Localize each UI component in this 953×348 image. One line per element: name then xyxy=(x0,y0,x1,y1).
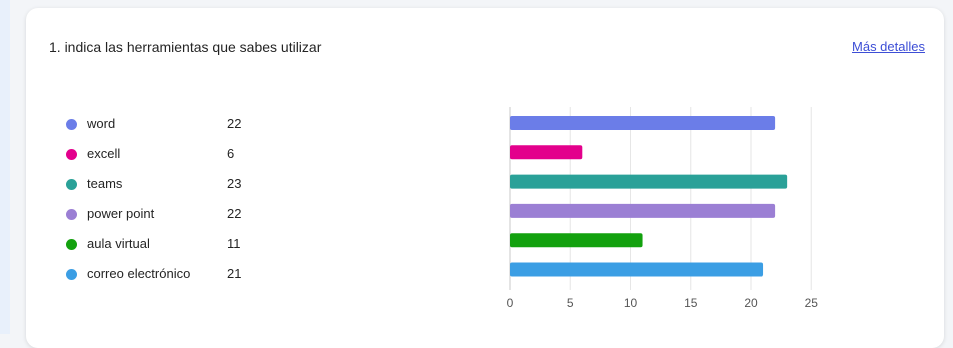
legend-dot-icon xyxy=(66,119,77,130)
legend-label: correo electrónico xyxy=(87,266,191,281)
legend-count: 6 xyxy=(227,146,235,161)
legend-item: correo electrónico 21 xyxy=(66,264,306,294)
bar-teams[interactable] xyxy=(510,174,788,189)
legend-dot-icon xyxy=(66,179,77,190)
legend-item: teams 23 xyxy=(66,174,306,204)
legend-label: aula virtual xyxy=(87,236,150,251)
legend-item: word 22 xyxy=(66,114,306,144)
chart-legend: word 22 excell 6 teams 23 power point 22… xyxy=(66,114,306,294)
legend-label: teams xyxy=(87,176,123,191)
x-tick-label: 10 xyxy=(624,296,638,310)
legend-count: 11 xyxy=(227,236,241,251)
legend-dot-icon xyxy=(66,209,77,220)
legend-count: 23 xyxy=(227,176,242,191)
question-card: 1. indica las herramientas que sabes uti… xyxy=(26,8,944,348)
legend-label: excell xyxy=(87,146,121,161)
x-tick-label: 20 xyxy=(744,296,758,310)
bar-power-point[interactable] xyxy=(510,203,776,218)
x-tick-label: 25 xyxy=(805,296,819,310)
legend-label: word xyxy=(87,116,116,131)
legend-dot-icon xyxy=(66,149,77,160)
legend-count: 22 xyxy=(227,116,242,131)
legend-count: 21 xyxy=(227,266,242,281)
x-tick-label: 0 xyxy=(507,296,514,310)
legend-label: power point xyxy=(87,206,155,221)
bar-aula-virtual[interactable] xyxy=(510,233,643,248)
legend-dot-icon xyxy=(66,269,77,280)
background-strip xyxy=(0,0,10,334)
bar-excell[interactable] xyxy=(510,145,583,160)
x-tick-label: 5 xyxy=(567,296,574,310)
legend-item: aula virtual 11 xyxy=(66,234,306,264)
bar-chart: 0 5 10 15 20 25 xyxy=(507,107,819,310)
bar-word[interactable] xyxy=(510,116,776,130)
legend-item: excell 6 xyxy=(66,144,306,174)
question-title: 1. indica las herramientas que sabes uti… xyxy=(49,39,322,55)
legend-count: 22 xyxy=(227,206,242,221)
bar-correo-electrónico[interactable] xyxy=(510,262,764,277)
legend-item: power point 22 xyxy=(66,204,306,234)
x-tick-label: 15 xyxy=(684,296,698,310)
more-details-link[interactable]: Más detalles xyxy=(852,39,925,54)
legend-dot-icon xyxy=(66,239,77,250)
